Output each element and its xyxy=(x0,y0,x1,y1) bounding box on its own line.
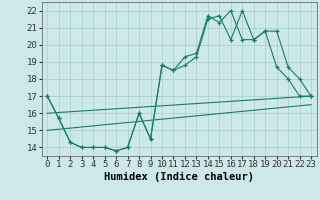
X-axis label: Humidex (Indice chaleur): Humidex (Indice chaleur) xyxy=(104,172,254,182)
